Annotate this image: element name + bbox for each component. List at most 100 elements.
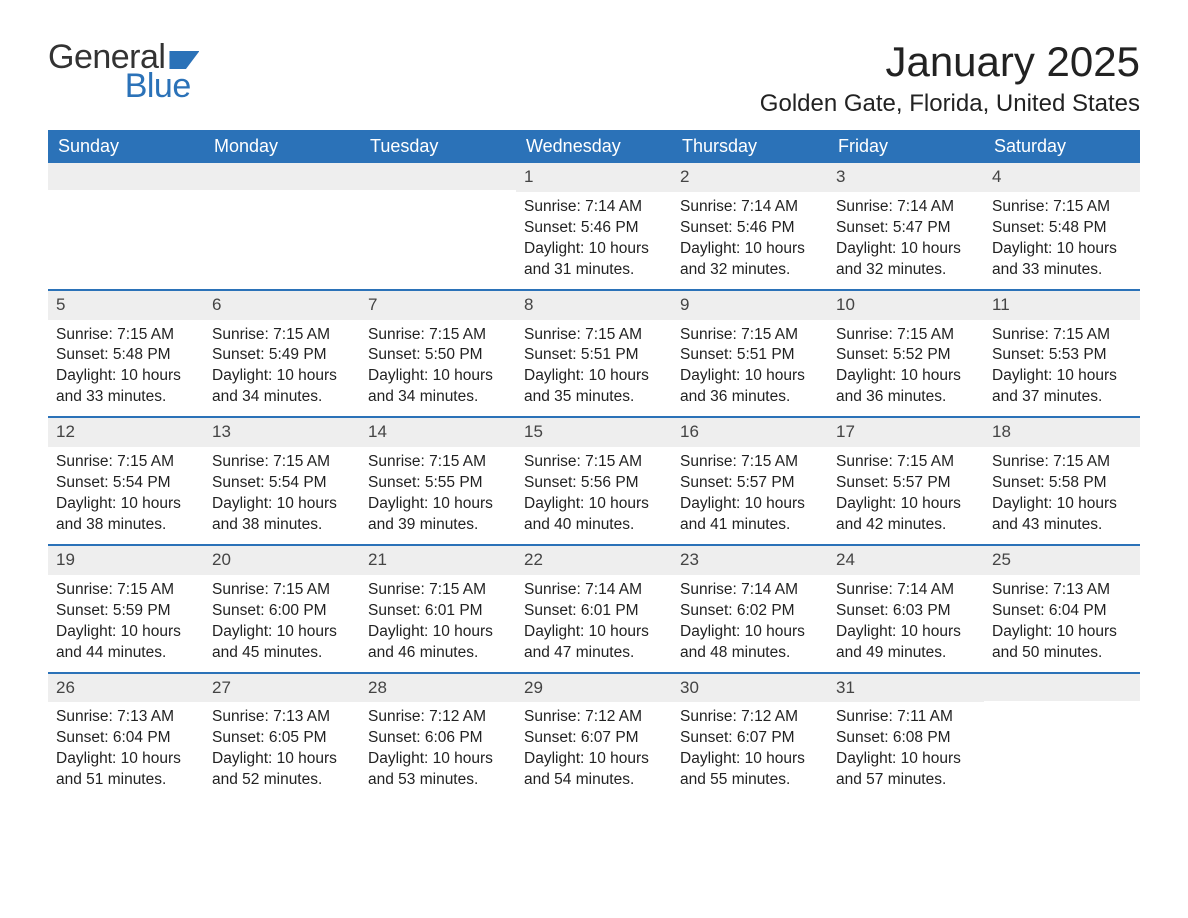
day-body: Sunrise: 7:15 AMSunset: 5:49 PMDaylight:… — [204, 320, 360, 417]
day-cell — [204, 163, 360, 289]
day-d1: Daylight: 10 hours — [212, 366, 352, 387]
day-body: Sunrise: 7:13 AMSunset: 6:04 PMDaylight:… — [48, 702, 204, 799]
day-cell: 13Sunrise: 7:15 AMSunset: 5:54 PMDayligh… — [204, 418, 360, 544]
day-body: Sunrise: 7:15 AMSunset: 5:52 PMDaylight:… — [828, 320, 984, 417]
day-sunrise: Sunrise: 7:15 AM — [992, 452, 1132, 473]
day-d2: and 42 minutes. — [836, 515, 976, 536]
day-body: Sunrise: 7:15 AMSunset: 6:00 PMDaylight:… — [204, 575, 360, 672]
day-sunset: Sunset: 5:51 PM — [680, 345, 820, 366]
day-sunset: Sunset: 6:05 PM — [212, 728, 352, 749]
day-cell: 14Sunrise: 7:15 AMSunset: 5:55 PMDayligh… — [360, 418, 516, 544]
logo-flag-icon — [169, 51, 199, 69]
day-sunrise: Sunrise: 7:15 AM — [680, 452, 820, 473]
day-sunrise: Sunrise: 7:11 AM — [836, 707, 976, 728]
day-body: Sunrise: 7:14 AMSunset: 6:03 PMDaylight:… — [828, 575, 984, 672]
day-sunset: Sunset: 5:47 PM — [836, 218, 976, 239]
week-row: 26Sunrise: 7:13 AMSunset: 6:04 PMDayligh… — [48, 672, 1140, 800]
day-d2: and 49 minutes. — [836, 643, 976, 664]
day-d1: Daylight: 10 hours — [524, 366, 664, 387]
day-cell: 15Sunrise: 7:15 AMSunset: 5:56 PMDayligh… — [516, 418, 672, 544]
day-sunrise: Sunrise: 7:14 AM — [680, 197, 820, 218]
day-number: 20 — [204, 546, 360, 575]
day-number: 29 — [516, 674, 672, 703]
day-cell: 19Sunrise: 7:15 AMSunset: 5:59 PMDayligh… — [48, 546, 204, 672]
day-number: 17 — [828, 418, 984, 447]
day-sunrise: Sunrise: 7:13 AM — [56, 707, 196, 728]
day-number: 4 — [984, 163, 1140, 192]
day-cell: 21Sunrise: 7:15 AMSunset: 6:01 PMDayligh… — [360, 546, 516, 672]
day-sunrise: Sunrise: 7:15 AM — [212, 325, 352, 346]
day-d2: and 41 minutes. — [680, 515, 820, 536]
day-number: 15 — [516, 418, 672, 447]
day-d2: and 54 minutes. — [524, 770, 664, 791]
week-row: 12Sunrise: 7:15 AMSunset: 5:54 PMDayligh… — [48, 416, 1140, 544]
day-d1: Daylight: 10 hours — [56, 494, 196, 515]
day-d2: and 40 minutes. — [524, 515, 664, 536]
day-d1: Daylight: 10 hours — [212, 622, 352, 643]
day-number: 23 — [672, 546, 828, 575]
day-sunset: Sunset: 5:54 PM — [56, 473, 196, 494]
day-sunrise: Sunrise: 7:12 AM — [680, 707, 820, 728]
day-sunrise: Sunrise: 7:15 AM — [368, 452, 508, 473]
day-body: Sunrise: 7:13 AMSunset: 6:05 PMDaylight:… — [204, 702, 360, 799]
weekday-header: Wednesday — [516, 130, 672, 163]
day-cell: 26Sunrise: 7:13 AMSunset: 6:04 PMDayligh… — [48, 674, 204, 800]
day-body: Sunrise: 7:15 AMSunset: 5:54 PMDaylight:… — [204, 447, 360, 544]
day-body: Sunrise: 7:15 AMSunset: 5:53 PMDaylight:… — [984, 320, 1140, 417]
day-d2: and 32 minutes. — [836, 260, 976, 281]
day-d1: Daylight: 10 hours — [212, 494, 352, 515]
day-number: 16 — [672, 418, 828, 447]
day-sunrise: Sunrise: 7:14 AM — [524, 580, 664, 601]
day-d2: and 55 minutes. — [680, 770, 820, 791]
day-d1: Daylight: 10 hours — [680, 494, 820, 515]
day-sunset: Sunset: 5:48 PM — [56, 345, 196, 366]
day-cell: 12Sunrise: 7:15 AMSunset: 5:54 PMDayligh… — [48, 418, 204, 544]
day-d1: Daylight: 10 hours — [680, 366, 820, 387]
day-sunrise: Sunrise: 7:15 AM — [524, 452, 664, 473]
day-sunset: Sunset: 5:53 PM — [992, 345, 1132, 366]
day-body: Sunrise: 7:12 AMSunset: 6:07 PMDaylight:… — [516, 702, 672, 799]
day-sunset: Sunset: 5:48 PM — [992, 218, 1132, 239]
day-body: Sunrise: 7:15 AMSunset: 5:51 PMDaylight:… — [516, 320, 672, 417]
day-number-empty — [360, 163, 516, 190]
day-cell: 23Sunrise: 7:14 AMSunset: 6:02 PMDayligh… — [672, 546, 828, 672]
day-d2: and 38 minutes. — [212, 515, 352, 536]
day-cell: 22Sunrise: 7:14 AMSunset: 6:01 PMDayligh… — [516, 546, 672, 672]
day-d1: Daylight: 10 hours — [836, 366, 976, 387]
day-d2: and 37 minutes. — [992, 387, 1132, 408]
day-sunrise: Sunrise: 7:12 AM — [368, 707, 508, 728]
day-number: 11 — [984, 291, 1140, 320]
day-d1: Daylight: 10 hours — [368, 494, 508, 515]
day-number: 30 — [672, 674, 828, 703]
day-d1: Daylight: 10 hours — [524, 239, 664, 260]
day-sunrise: Sunrise: 7:15 AM — [368, 325, 508, 346]
day-cell: 17Sunrise: 7:15 AMSunset: 5:57 PMDayligh… — [828, 418, 984, 544]
day-cell: 27Sunrise: 7:13 AMSunset: 6:05 PMDayligh… — [204, 674, 360, 800]
day-number: 22 — [516, 546, 672, 575]
day-d2: and 33 minutes. — [56, 387, 196, 408]
day-sunrise: Sunrise: 7:15 AM — [680, 325, 820, 346]
day-d1: Daylight: 10 hours — [836, 749, 976, 770]
day-number: 25 — [984, 546, 1140, 575]
day-cell: 2Sunrise: 7:14 AMSunset: 5:46 PMDaylight… — [672, 163, 828, 289]
day-d1: Daylight: 10 hours — [56, 749, 196, 770]
day-number: 7 — [360, 291, 516, 320]
day-sunset: Sunset: 5:57 PM — [680, 473, 820, 494]
calendar: SundayMondayTuesdayWednesdayThursdayFrid… — [48, 130, 1140, 799]
weekday-header: Thursday — [672, 130, 828, 163]
day-cell: 7Sunrise: 7:15 AMSunset: 5:50 PMDaylight… — [360, 291, 516, 417]
day-d1: Daylight: 10 hours — [992, 239, 1132, 260]
day-d2: and 31 minutes. — [524, 260, 664, 281]
day-number: 13 — [204, 418, 360, 447]
day-cell — [360, 163, 516, 289]
weekday-header: Friday — [828, 130, 984, 163]
day-sunrise: Sunrise: 7:15 AM — [56, 325, 196, 346]
day-sunset: Sunset: 5:51 PM — [524, 345, 664, 366]
day-sunset: Sunset: 5:46 PM — [524, 218, 664, 239]
day-d1: Daylight: 10 hours — [212, 749, 352, 770]
day-sunset: Sunset: 6:02 PM — [680, 601, 820, 622]
day-cell: 28Sunrise: 7:12 AMSunset: 6:06 PMDayligh… — [360, 674, 516, 800]
day-number: 12 — [48, 418, 204, 447]
day-d1: Daylight: 10 hours — [524, 749, 664, 770]
day-sunrise: Sunrise: 7:12 AM — [524, 707, 664, 728]
